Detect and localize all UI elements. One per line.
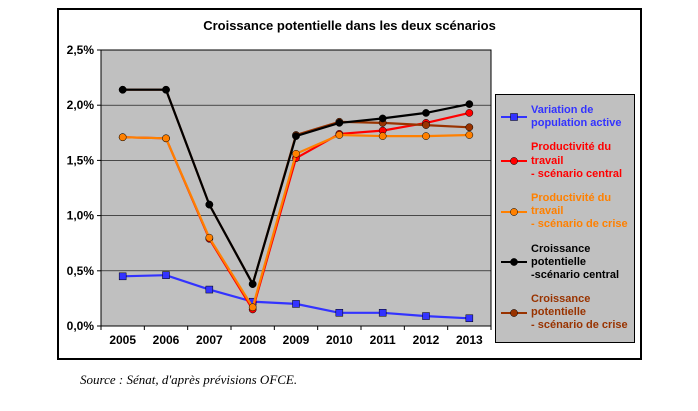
legend-label: Productivité du travail - scénario centr… (531, 141, 623, 180)
legend-swatch (501, 113, 527, 121)
x-tick-label: 2009 (283, 333, 310, 347)
data-point (422, 312, 430, 320)
chart-title: Croissance potentielle dans les deux scé… (203, 18, 496, 33)
data-point (335, 119, 344, 127)
data-point (248, 303, 257, 312)
legend-label: Variation de population active (531, 104, 622, 130)
x-tick-label: 2005 (109, 333, 136, 347)
data-point (248, 280, 257, 288)
data-point (378, 114, 387, 123)
legend-swatch (501, 207, 527, 216)
x-tick-label: 2007 (196, 333, 223, 347)
legend-label: Productivité du travail - scénario de cr… (531, 191, 628, 231)
legend-marker (510, 308, 518, 317)
data-point (292, 149, 300, 158)
y-tick-label: 0,5% (67, 264, 95, 278)
x-tick-label: 2011 (370, 333, 396, 347)
legend-item: Croissance potentielle - scénario de cri… (501, 293, 629, 333)
chart-legend: Variation de population active Productivi… (495, 94, 635, 343)
x-tick-label: 2010 (326, 333, 353, 347)
data-point (118, 133, 127, 142)
data-point (378, 132, 387, 140)
data-point (162, 271, 170, 279)
data-point (422, 132, 430, 140)
legend-item: Variation de population active (501, 104, 629, 130)
data-point (162, 85, 170, 94)
data-point (378, 309, 387, 317)
legend-item: Productivité du travail - scénario de cr… (501, 192, 629, 232)
y-tick-label: 0,0% (67, 319, 95, 333)
source-note: Source : Sénat, d'après prévisions OFCE. (80, 372, 298, 387)
data-point (465, 109, 474, 117)
legend-label: Croissance potentielle -scénario central (531, 242, 620, 281)
data-point (422, 109, 430, 117)
data-point (335, 309, 344, 317)
data-point (205, 233, 214, 242)
data-point (465, 314, 474, 323)
data-point (292, 132, 300, 140)
data-point (205, 285, 214, 294)
legend-swatch (501, 258, 527, 267)
x-tick-label: 2008 (239, 333, 266, 347)
legend-swatch (501, 308, 527, 317)
legend-marker (510, 157, 518, 166)
data-point (118, 85, 127, 94)
chart-frame: Croissance potentielle dans les deux scé… (57, 8, 642, 360)
data-point (335, 131, 344, 139)
data-point (118, 272, 127, 281)
legend-swatch (501, 157, 527, 166)
x-tick-label: 2012 (413, 333, 440, 347)
legend-marker (510, 207, 518, 216)
data-point (205, 200, 214, 209)
y-tick-label: 2,0% (67, 98, 95, 112)
data-point (465, 131, 474, 139)
data-point (465, 123, 474, 132)
legend-item: Croissance potentielle -scénario central (501, 243, 629, 283)
legend-marker (510, 113, 518, 121)
x-tick-label: 2013 (456, 333, 483, 347)
legend-item: Productivité du travail - scénario centr… (501, 141, 629, 181)
plot-area (100, 49, 492, 327)
data-point (465, 100, 474, 108)
legend-marker (510, 258, 518, 267)
x-tick-label: 2006 (153, 333, 180, 347)
line-chart: 0,0% 0,5% 1,0% 1,5% 2,0% 2,5% 2005 2006 2007 2008… (67, 43, 492, 347)
y-tick-label: 1,5% (67, 153, 95, 167)
data-point (162, 134, 170, 143)
y-tick-label: 1,0% (67, 209, 95, 223)
legend-label: Croissance potentielle - scénario de cri… (531, 293, 628, 332)
y-tick-label: 2,5% (67, 43, 95, 57)
data-point (292, 300, 300, 308)
data-point (422, 121, 430, 129)
